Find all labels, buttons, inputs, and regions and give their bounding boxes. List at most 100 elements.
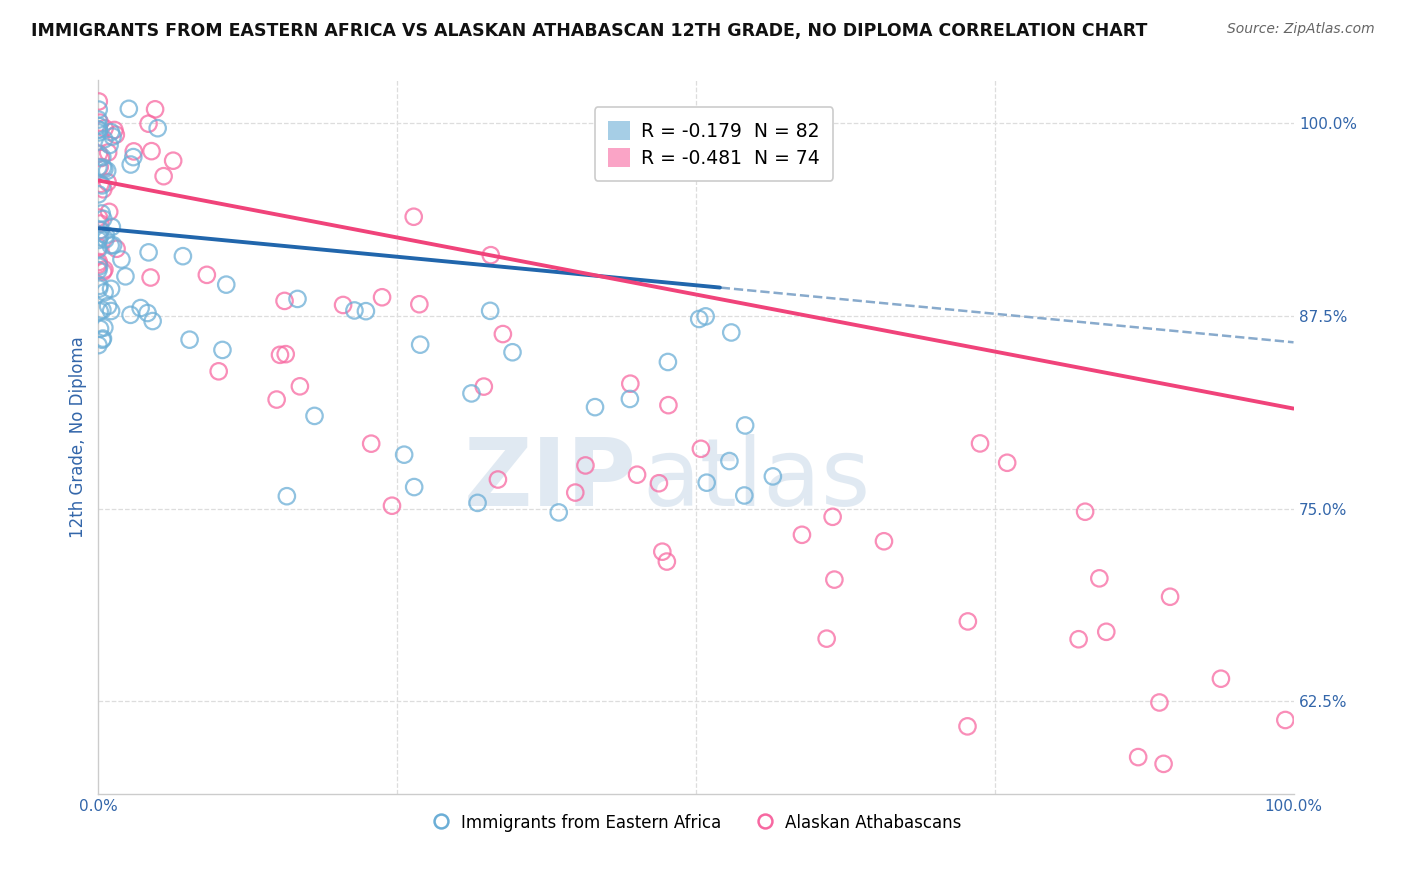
Point <box>87 263 110 277</box>
Point <box>583 400 606 414</box>
Point <box>689 442 711 456</box>
Point <box>486 473 509 487</box>
Point <box>101 219 124 234</box>
Point <box>87 161 110 175</box>
Point <box>821 509 844 524</box>
Point <box>91 265 114 279</box>
Point <box>91 211 114 226</box>
Point <box>89 282 111 296</box>
Point <box>87 233 110 247</box>
Point <box>97 175 120 189</box>
Text: atlas: atlas <box>643 434 870 526</box>
Point <box>956 615 979 629</box>
Point <box>404 480 426 494</box>
Point <box>657 398 679 412</box>
Text: Source: ZipAtlas.com: Source: ZipAtlas.com <box>1227 22 1375 37</box>
Point <box>696 475 718 490</box>
Point <box>718 454 741 468</box>
Point <box>87 258 110 272</box>
Point <box>179 333 201 347</box>
Point <box>103 123 125 137</box>
Point <box>162 153 184 168</box>
Point <box>343 303 366 318</box>
Point <box>995 456 1018 470</box>
Point <box>89 223 111 237</box>
Point <box>1149 696 1171 710</box>
Point <box>142 314 165 328</box>
Point <box>276 489 298 503</box>
Point <box>651 544 673 558</box>
Text: ZIP: ZIP <box>464 434 637 526</box>
Point <box>120 157 142 171</box>
Point <box>98 205 121 219</box>
Point <box>89 260 111 274</box>
Point <box>1074 505 1097 519</box>
Point <box>97 299 120 313</box>
Point <box>138 117 160 131</box>
Point <box>648 476 671 491</box>
Point <box>114 269 136 284</box>
Point <box>87 112 110 127</box>
Point <box>790 528 813 542</box>
Point <box>479 303 502 318</box>
Point <box>97 145 120 160</box>
Point <box>94 228 117 243</box>
Point <box>143 103 166 117</box>
Point <box>547 505 569 519</box>
Point <box>269 348 291 362</box>
Point <box>146 121 169 136</box>
Point <box>100 282 122 296</box>
Point <box>152 169 174 184</box>
Point <box>91 182 114 196</box>
Point <box>172 249 194 263</box>
Point <box>93 162 115 177</box>
Point <box>467 496 489 510</box>
Point <box>91 161 114 175</box>
Point <box>273 293 295 308</box>
Point <box>574 458 596 473</box>
Point <box>392 448 415 462</box>
Point <box>91 302 114 317</box>
Point <box>89 304 111 318</box>
Point <box>619 376 641 391</box>
Point <box>91 178 114 193</box>
Point <box>274 347 297 361</box>
Point <box>215 277 238 292</box>
Point <box>288 379 311 393</box>
Point <box>100 238 122 252</box>
Point <box>138 245 160 260</box>
Y-axis label: 12th Grade, No Diploma: 12th Grade, No Diploma <box>69 336 87 538</box>
Point <box>873 534 896 549</box>
Point <box>89 160 111 174</box>
Point <box>823 573 845 587</box>
Point <box>93 320 115 334</box>
Point <box>87 338 110 352</box>
Point <box>502 345 524 359</box>
Legend: Immigrants from Eastern Africa, Alaskan Athabascans: Immigrants from Eastern Africa, Alaskan … <box>425 807 967 839</box>
Point <box>969 436 991 450</box>
Point <box>304 409 326 423</box>
Point <box>371 290 394 304</box>
Point <box>87 95 110 109</box>
Point <box>1128 750 1150 764</box>
Point <box>100 304 122 318</box>
Point <box>120 308 142 322</box>
Point <box>1095 624 1118 639</box>
Point <box>564 485 586 500</box>
Point <box>1088 571 1111 585</box>
Point <box>492 327 515 342</box>
Point <box>139 270 162 285</box>
Point <box>90 223 112 237</box>
Point <box>733 488 755 502</box>
Point <box>90 177 112 191</box>
Point <box>129 301 152 315</box>
Point <box>89 115 111 129</box>
Point <box>101 238 124 252</box>
Point <box>208 364 231 378</box>
Point <box>619 392 641 406</box>
Point <box>815 632 838 646</box>
Point <box>266 392 288 407</box>
Point <box>118 102 141 116</box>
Point <box>101 129 124 144</box>
Point <box>93 121 115 136</box>
